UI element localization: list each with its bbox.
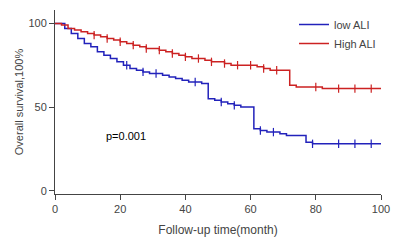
svg-text:80: 80 bbox=[310, 203, 322, 215]
svg-text:Follow-up time(month): Follow-up time(month) bbox=[158, 223, 277, 237]
svg-text:60: 60 bbox=[244, 203, 256, 215]
svg-text:0: 0 bbox=[41, 185, 47, 197]
svg-text:Overall survival,100%: Overall survival,100% bbox=[13, 49, 25, 156]
svg-text:20: 20 bbox=[114, 203, 126, 215]
svg-text:50: 50 bbox=[35, 101, 47, 113]
svg-text:100: 100 bbox=[372, 203, 390, 215]
svg-text:100: 100 bbox=[28, 17, 46, 29]
svg-text:p=0.001: p=0.001 bbox=[106, 130, 146, 142]
svg-text:High ALI: High ALI bbox=[334, 38, 376, 50]
svg-text:low ALI: low ALI bbox=[334, 19, 369, 31]
svg-text:0: 0 bbox=[52, 203, 58, 215]
svg-text:40: 40 bbox=[179, 203, 191, 215]
